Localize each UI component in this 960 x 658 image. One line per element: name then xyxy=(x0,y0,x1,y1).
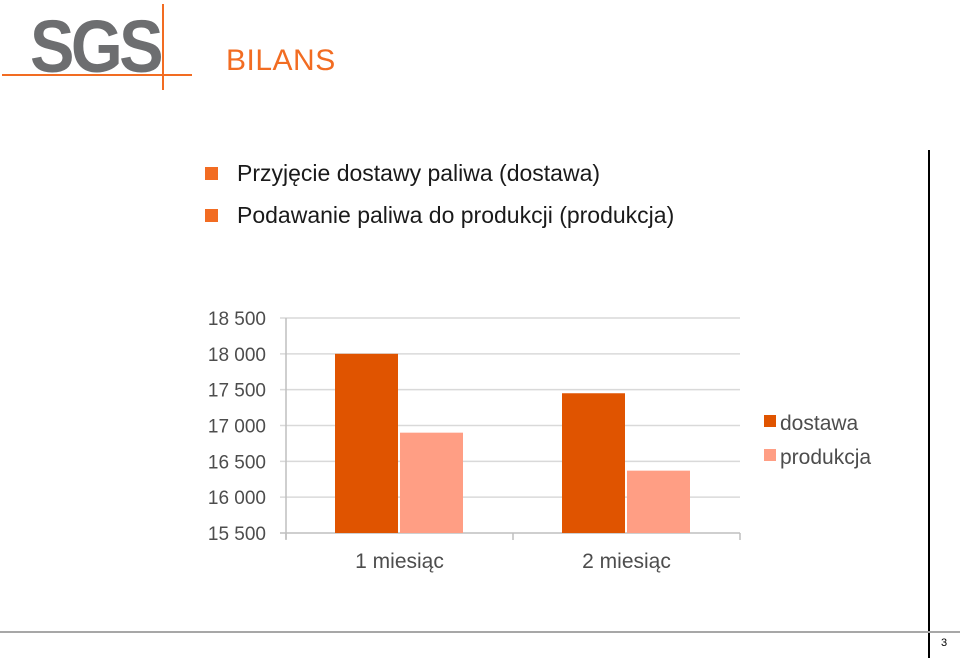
y-tick-label: 17 500 xyxy=(208,381,266,402)
bar-produkcja xyxy=(627,470,690,533)
square-bullet-icon xyxy=(205,166,218,180)
footer-rule xyxy=(0,631,960,633)
legend-swatch xyxy=(764,449,776,461)
bullet-text: Przyjęcie dostawy paliwa (dostawa) xyxy=(237,159,601,186)
y-tick-label: 18 500 xyxy=(208,309,266,330)
square-bullet-icon xyxy=(205,208,218,222)
bar-dostawa xyxy=(335,353,398,533)
slide-title: BILANS xyxy=(226,44,336,77)
bullet-list: Przyjęcie dostawy paliwa (dostawa) Podaw… xyxy=(205,152,674,236)
svg-text:SGS: SGS xyxy=(30,8,161,78)
bar-dostawa xyxy=(562,393,625,533)
legend-label: produkcja xyxy=(780,446,871,469)
x-category-label: 1 miesiąc xyxy=(355,550,444,573)
legend-swatch xyxy=(764,415,776,427)
bullet-item: Podawanie paliwa do produkcji (produkcja… xyxy=(205,194,674,236)
legend-label: dostawa xyxy=(780,412,859,435)
bullet-item: Przyjęcie dostawy paliwa (dostawa) xyxy=(205,152,674,194)
y-tick-label: 16 500 xyxy=(208,452,266,473)
x-category-label: 2 miesiąc xyxy=(582,550,671,573)
y-tick-label: 16 000 xyxy=(208,488,266,509)
y-tick-label: 17 000 xyxy=(208,417,266,438)
y-tick-label: 18 000 xyxy=(208,345,266,366)
sgs-logo: SGS xyxy=(30,8,165,78)
right-border-rule xyxy=(928,150,930,658)
bullet-text: Podawanie paliwa do produkcji (produkcja… xyxy=(237,201,675,228)
y-tick-label: 15 500 xyxy=(208,524,266,545)
bar-produkcja xyxy=(400,432,463,533)
logo-rule-vertical xyxy=(162,4,164,90)
page-number: 3 xyxy=(940,637,948,649)
logo-rule-horizontal xyxy=(2,74,192,76)
